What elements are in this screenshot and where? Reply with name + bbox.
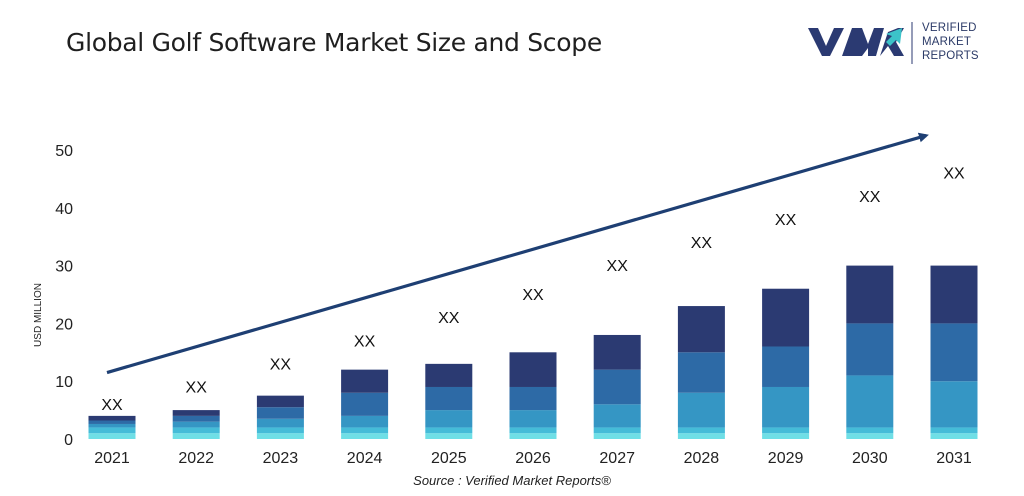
bar-segment-2024-4 — [341, 392, 389, 416]
bar-segment-2029-1 — [762, 433, 810, 439]
data-label: XX — [775, 212, 797, 229]
bar-segment-2028-1 — [677, 433, 725, 439]
logo-wordmark: VERIFIED MARKET REPORTS — [922, 21, 979, 63]
x-tick-label: 2026 — [515, 450, 551, 467]
bar-segment-2025-1 — [425, 433, 473, 439]
bar-segment-2028-3 — [677, 392, 725, 428]
bar-segment-2025-5 — [425, 363, 473, 387]
data-label: XX — [186, 380, 208, 397]
bar-segment-2030-5 — [846, 265, 894, 324]
bar-segment-2025-3 — [425, 410, 473, 428]
x-tick-label: 2027 — [599, 450, 635, 467]
x-tick-label: 2021 — [94, 450, 130, 467]
bar-segment-2024-5 — [341, 369, 389, 393]
trend-arrow — [106, 132, 929, 375]
x-tick-label: 2025 — [431, 450, 467, 467]
bar-segment-2022-1 — [172, 433, 220, 439]
y-tick-label: 40 — [55, 201, 73, 218]
bar-segment-2031-3 — [930, 381, 978, 428]
bar-segment-2022-3 — [172, 421, 220, 428]
bar-segment-2024-2 — [341, 427, 389, 434]
x-tick-label: 2030 — [852, 450, 888, 467]
data-labels-layer: XX XX XX XX XX XX XX XX XX XX XX — [101, 166, 965, 414]
y-tick-label: 0 — [64, 432, 73, 449]
bar-segment-2021-4 — [88, 420, 136, 424]
x-tick-label: 2029 — [768, 450, 804, 467]
bar-segment-2027-4 — [593, 369, 641, 405]
bar-segment-2021-1 — [88, 433, 136, 439]
bar-segment-2023-2 — [256, 427, 304, 434]
bar-segment-2028-2 — [677, 427, 725, 434]
bar-segment-2027-5 — [593, 334, 641, 370]
bar-segment-2023-3 — [256, 418, 304, 428]
logo-line: MARKET — [922, 36, 972, 48]
bar-segment-2022-5 — [172, 410, 220, 416]
data-label: XX — [101, 397, 123, 414]
bar-segment-2021-2 — [88, 427, 136, 434]
x-tick-label: 2028 — [684, 450, 720, 467]
vmr-logo-icon — [808, 22, 913, 64]
stacked-bar-chart: 2021 2022 2023 2024 2025 2026 2027 2028 2029 2030… — [33, 132, 978, 467]
bar-segment-2030-1 — [846, 433, 894, 439]
bar-segment-2031-1 — [930, 433, 978, 439]
x-tick-label: 2024 — [347, 450, 383, 467]
y-axis-label: USD MILLION — [33, 283, 44, 347]
data-label: XX — [270, 356, 292, 373]
bar-segment-2023-4 — [256, 407, 304, 419]
source-note: Source : Verified Market Reports® — [413, 473, 611, 488]
bar-segment-2025-4 — [425, 386, 473, 411]
bar-segment-2029-2 — [762, 427, 810, 434]
bar-segment-2026-5 — [509, 352, 557, 387]
bars-layer — [88, 265, 978, 439]
bar-segment-2026-1 — [509, 433, 557, 439]
bar-segment-2022-2 — [172, 427, 220, 434]
y-tick-label: 30 — [55, 259, 73, 276]
bar-segment-2030-2 — [846, 427, 894, 434]
bar-segment-2029-5 — [762, 288, 810, 347]
x-tick-label: 2022 — [178, 450, 214, 467]
bar-segment-2023-5 — [256, 395, 304, 408]
data-label: XX — [943, 166, 965, 183]
y-axis-ticks: 0 10 20 30 40 50 — [55, 143, 73, 449]
y-tick-label: 50 — [55, 143, 73, 160]
x-tick-label: 2031 — [936, 450, 972, 467]
data-label: XX — [438, 310, 460, 327]
bar-segment-2027-3 — [593, 404, 641, 428]
x-axis-ticks: 2021 2022 2023 2024 2025 2026 2027 2028 2029 2030… — [94, 450, 972, 467]
bar-segment-2025-2 — [425, 427, 473, 434]
bar-segment-2024-1 — [341, 433, 389, 439]
logo-line: VERIFIED — [922, 22, 977, 34]
bar-segment-2027-2 — [593, 427, 641, 434]
bar-segment-2024-3 — [341, 415, 389, 428]
bar-segment-2028-5 — [677, 306, 725, 353]
trend-arrow-layer — [106, 132, 929, 375]
bar-segment-2029-4 — [762, 346, 810, 387]
bar-segment-2021-5 — [88, 415, 136, 421]
bar-segment-2021-3 — [88, 423, 136, 428]
bar-segment-2028-4 — [677, 352, 725, 393]
data-label: XX — [522, 287, 544, 304]
bar-segment-2031-2 — [930, 427, 978, 434]
data-label: XX — [859, 189, 881, 206]
x-tick-label: 2023 — [263, 450, 299, 467]
bar-segment-2026-4 — [509, 386, 557, 411]
data-label: XX — [354, 333, 376, 350]
bar-segment-2023-1 — [256, 433, 304, 439]
chart-title: Global Golf Software Market Size and Sco… — [66, 28, 602, 57]
bar-segment-2031-4 — [930, 323, 978, 382]
bar-segment-2027-1 — [593, 433, 641, 439]
bar-segment-2030-4 — [846, 323, 894, 376]
data-label: XX — [691, 235, 713, 252]
y-tick-label: 20 — [55, 316, 73, 333]
bar-segment-2030-3 — [846, 375, 894, 428]
bar-segment-2026-3 — [509, 410, 557, 428]
bar-segment-2029-3 — [762, 386, 810, 428]
logo-line: REPORTS — [922, 50, 979, 62]
bar-segment-2022-4 — [172, 415, 220, 422]
y-tick-label: 10 — [55, 374, 73, 391]
bar-segment-2026-2 — [509, 427, 557, 434]
data-label: XX — [607, 258, 629, 275]
bar-segment-2031-5 — [930, 265, 978, 324]
